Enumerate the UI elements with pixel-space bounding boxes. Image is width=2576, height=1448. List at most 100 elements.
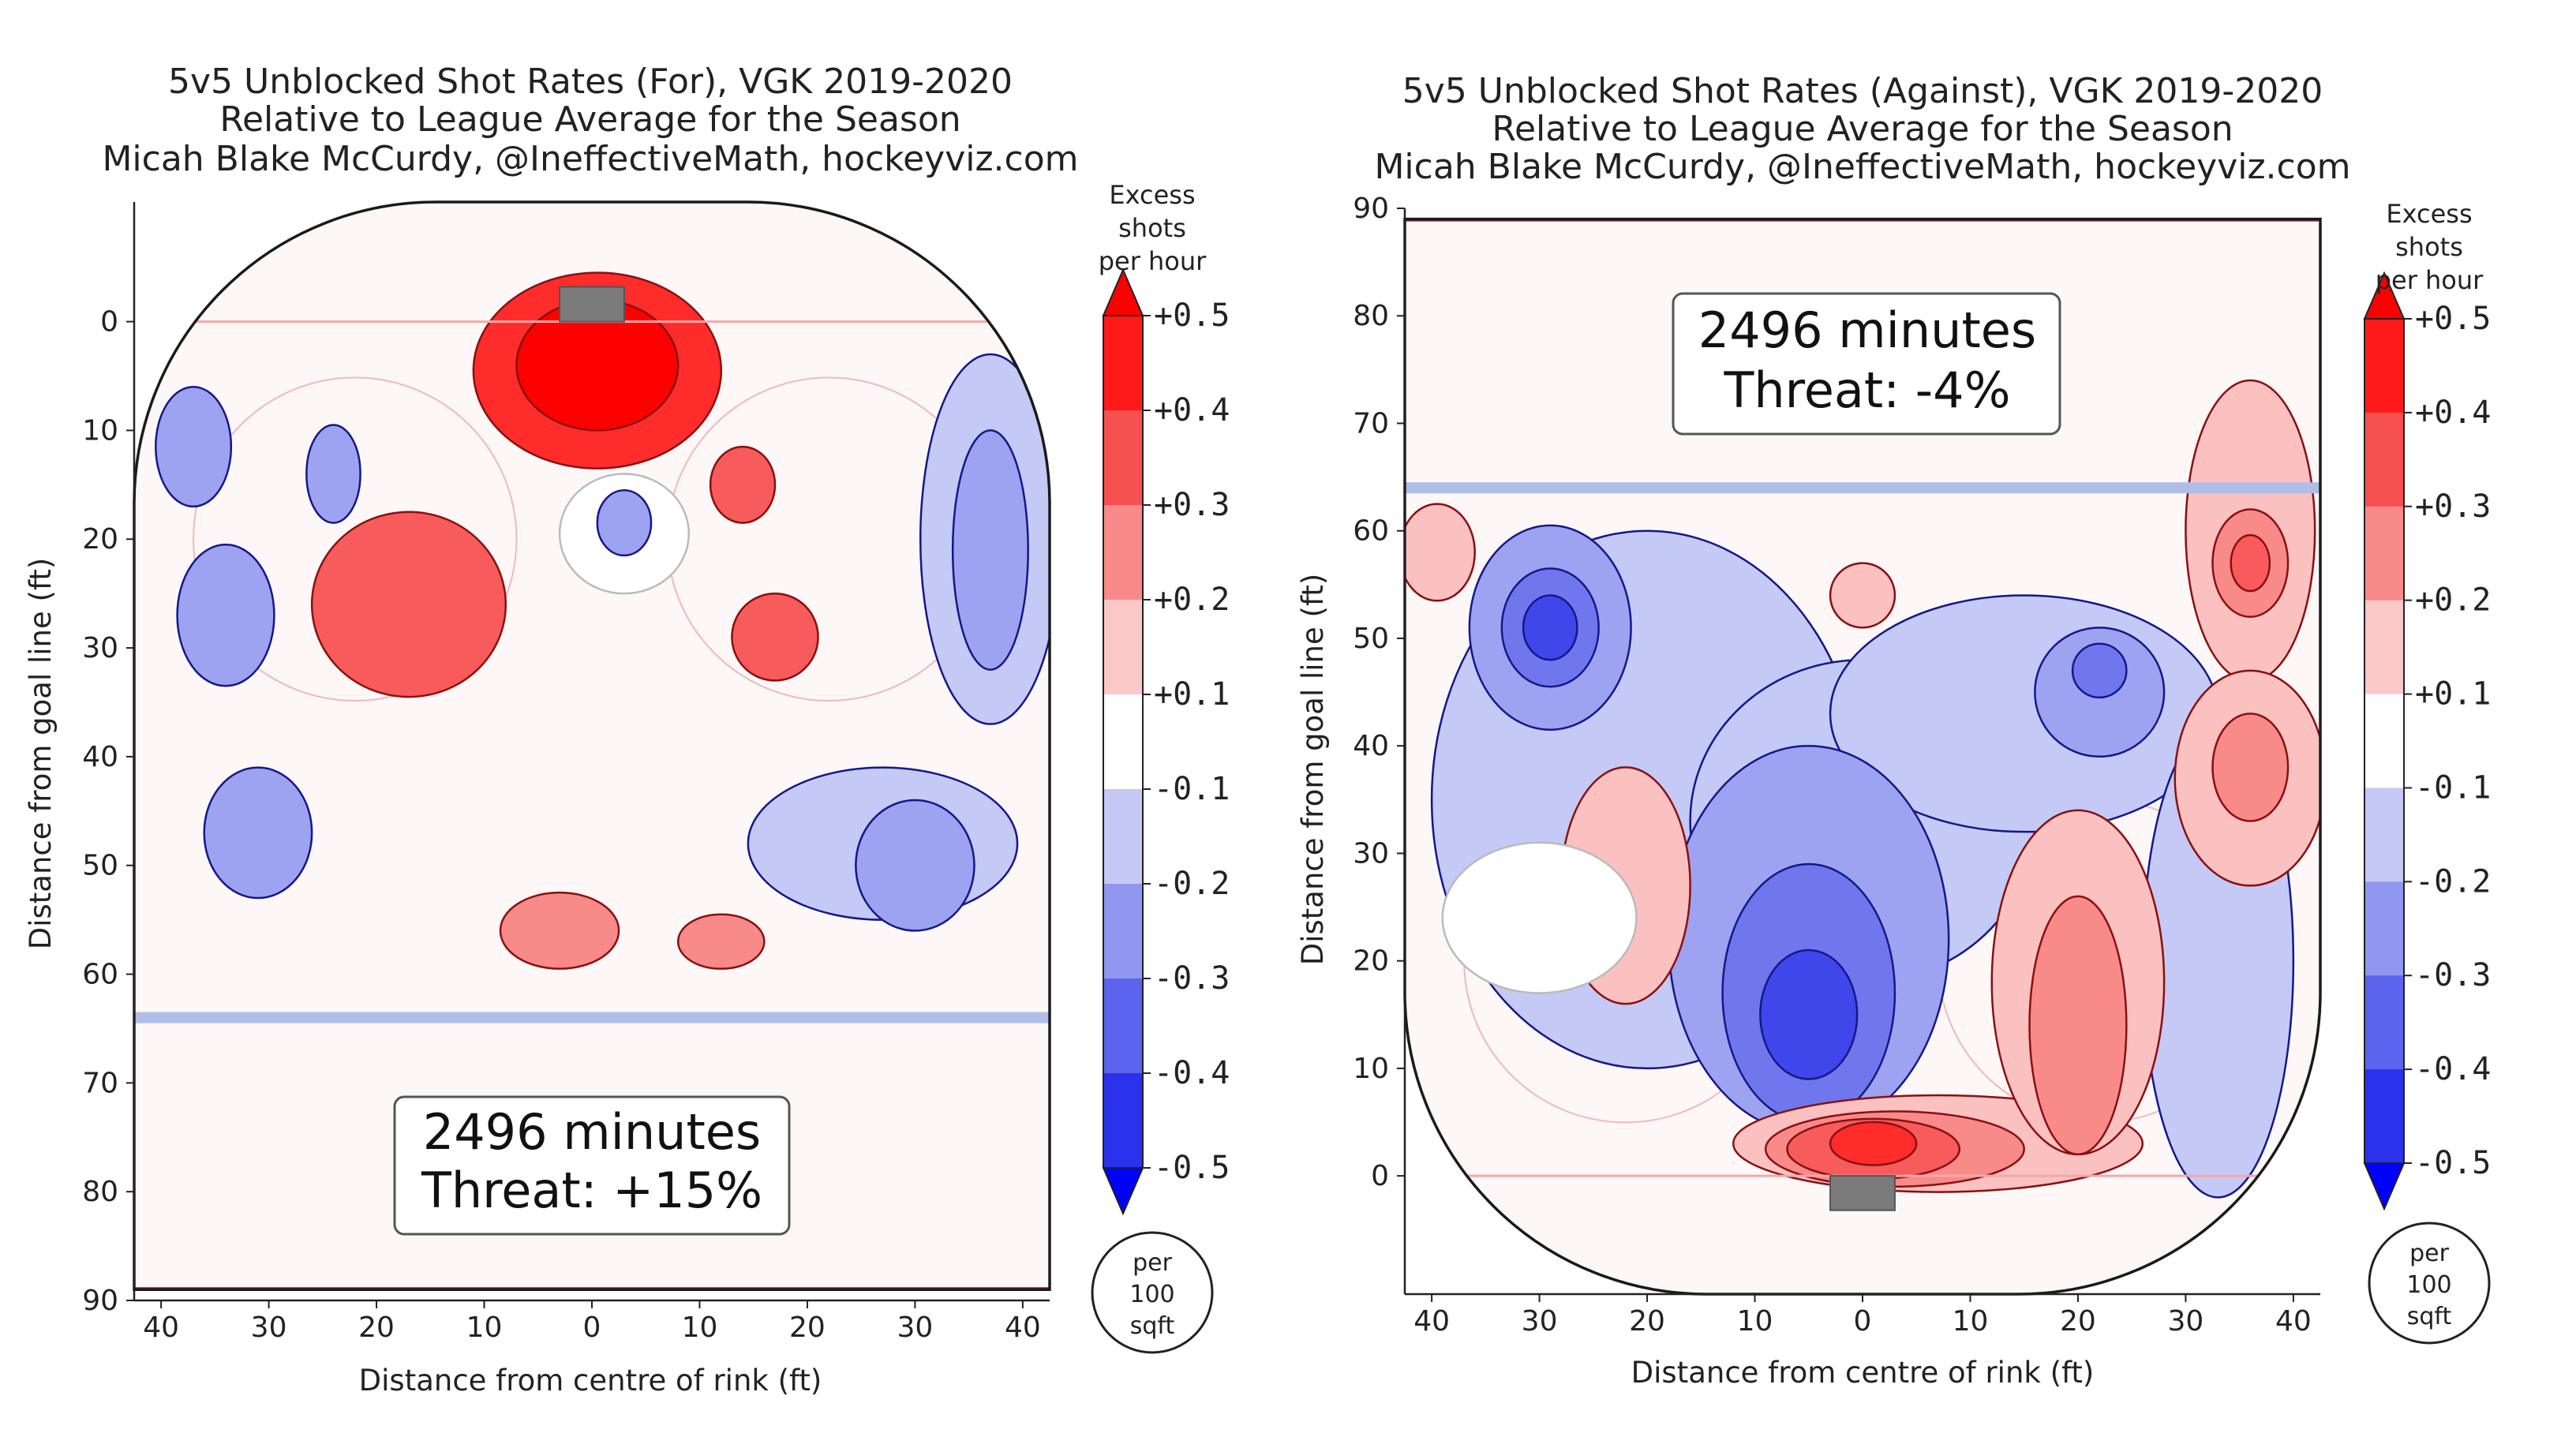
colorbar-segment [1103,978,1143,1074]
x-tick-label: 30 [897,1311,934,1344]
colorbar-segment [2364,881,2404,976]
heat-region [203,766,313,900]
chart-title: 5v5 Unblocked Shot Rates (For), VGK 2019… [102,62,1078,179]
x-tick-label: 30 [2168,1305,2204,1338]
annotation-box-frame [393,1095,791,1236]
colorbar-segment [2364,600,2404,695]
colorbar-tick-label: +0.3 [2415,488,2491,525]
colorbar-tick-label: +0.1 [1154,676,1230,713]
x-tick-label: 10 [466,1311,503,1344]
heat-region [155,386,233,508]
y-axis-label: Distance from goal line (ft) [24,558,58,950]
heat-region [1441,841,1638,994]
heat-region [2230,533,2271,593]
x-tick-label: 40 [143,1311,179,1344]
y-axis: 0 10 20 30 40 50 60 70 80 90 [1353,193,1406,1294]
y-tick-label: 70 [82,1067,118,1099]
annotation-box-frame [1672,292,2061,436]
colorbar-segment [2364,788,2404,882]
colorbar-segment [1103,884,1143,979]
unit-badge-label: sqft [1130,1312,1175,1340]
colorbar-title: Excess [2386,199,2472,229]
colorbar-segment [1103,316,1143,411]
title-line-3: Micah Blake McCurdy, @IneffectiveMath, h… [102,139,1078,179]
colorbar-tick-label: +0.4 [2415,395,2491,431]
heat-region [596,488,653,557]
colorbar-title: per hour [2376,265,2484,295]
x-tick-label: 10 [1737,1305,1773,1338]
colorbar-tick-label: +0.2 [2415,582,2491,619]
colorbar-tick-label: -0.2 [1154,866,1230,902]
rink-boards [133,200,1051,1291]
heat-region [499,891,620,970]
colorbar-segment [2364,412,2404,507]
y-tick-label: 40 [1353,730,1389,762]
heat-region [951,429,1029,671]
colorbar-tick-label: -0.4 [1154,1055,1230,1091]
chart-title: 5v5 Unblocked Shot Rates (Against), VGK … [1374,71,2350,187]
y-tick-label: 0 [1371,1160,1389,1192]
x-tick-label: 20 [2060,1305,2096,1338]
colorbar-frame [1103,315,1144,1169]
threat-text: Threat: -4% [1723,361,2010,419]
colorbar: +0.5 +0.4 +0.3 +0.2 +0.1 -0.1 -0.2 -0.3 -0.4 -0.5… [1091,180,1230,1354]
colorbar-tick-label: +0.1 [2415,676,2491,713]
heat-region [2071,642,2128,699]
y-axis: 0 10 20 30 40 50 60 70 80 90 [82,202,136,1317]
colorbar-title: shots [1118,213,1186,243]
colorbar-segment [2364,1069,2404,1164]
heat-region [1829,1121,1918,1166]
y-tick-label: 50 [1353,623,1389,655]
unit-badge-label: per [1133,1249,1173,1277]
colorbar-tick-label: +0.5 [1154,297,1230,334]
y-tick-label: 30 [82,632,118,664]
colorbar-tick-label: -0.1 [2415,769,2491,806]
colorbar-segment [1103,410,1143,506]
minutes-text: 2496 minutes [1698,301,2036,359]
y-tick-label: 40 [82,741,118,773]
annotation-box: 2496 minutes Threat: -4% [1672,292,2061,436]
x-tick-label: 0 [1854,1305,1872,1338]
colorbar-segment [2364,506,2404,601]
colorbar-cap-bottom [1102,1167,1144,1216]
title-line-1: 5v5 Unblocked Shot Rates (Against), VGK … [1402,71,2323,111]
heat-region [310,511,507,698]
heat-region [1759,948,1859,1080]
x-axis: 40 30 20 10 0 10 20 30 40 [134,1299,1050,1344]
minutes-text: 2496 minutes [423,1103,761,1161]
heat-region [305,424,361,524]
x-tick-label: 10 [682,1311,718,1344]
x-axis-label: Distance from centre of rink (ft) [359,1364,822,1397]
heat-region [2211,713,2290,822]
heat-region [1405,503,1476,602]
heat-region [709,445,777,524]
colorbar-tick-label: -0.3 [1154,960,1230,997]
colorbar-tick-label: -0.5 [1154,1150,1230,1186]
x-tick-label: 20 [358,1311,395,1344]
colorbar-segment [1103,1073,1143,1169]
colorbar-tick-label: -0.3 [2415,957,2491,993]
panel-against: 5v5 Unblocked Shot Rates (Against), VGK … [1296,71,2491,1390]
y-tick-label: 20 [82,523,118,556]
unit-badge-label: 100 [1129,1281,1174,1308]
x-tick-label: 20 [789,1311,826,1344]
colorbar-tick-label: +0.3 [1154,487,1230,523]
heat-region [731,592,819,682]
colorbar-tick-label: +0.5 [2415,301,2491,337]
y-tick-label: 70 [1353,407,1389,440]
colorbar-tick-label: +0.2 [1154,582,1230,618]
colorbar-segment [2364,694,2404,788]
colorbar-segment [2364,975,2404,1070]
unit-badge-label: 100 [2406,1271,2451,1299]
x-axis: 40 30 20 10 0 10 20 30 40 [1405,1293,2320,1338]
heat-region [1829,562,1896,629]
heat-region [855,799,975,932]
x-tick-label: 20 [1629,1305,1665,1338]
colorbar-tick-label: -0.2 [2415,863,2491,900]
x-tick-label: 40 [1005,1311,1041,1344]
annotation-box: 2496 minutes Threat: +15% [393,1095,791,1236]
colorbar-segment [1103,789,1143,885]
title-line-1: 5v5 Unblocked Shot Rates (For), VGK 2019… [168,62,1013,102]
colorbar-tick-label: -0.5 [2415,1145,2491,1181]
